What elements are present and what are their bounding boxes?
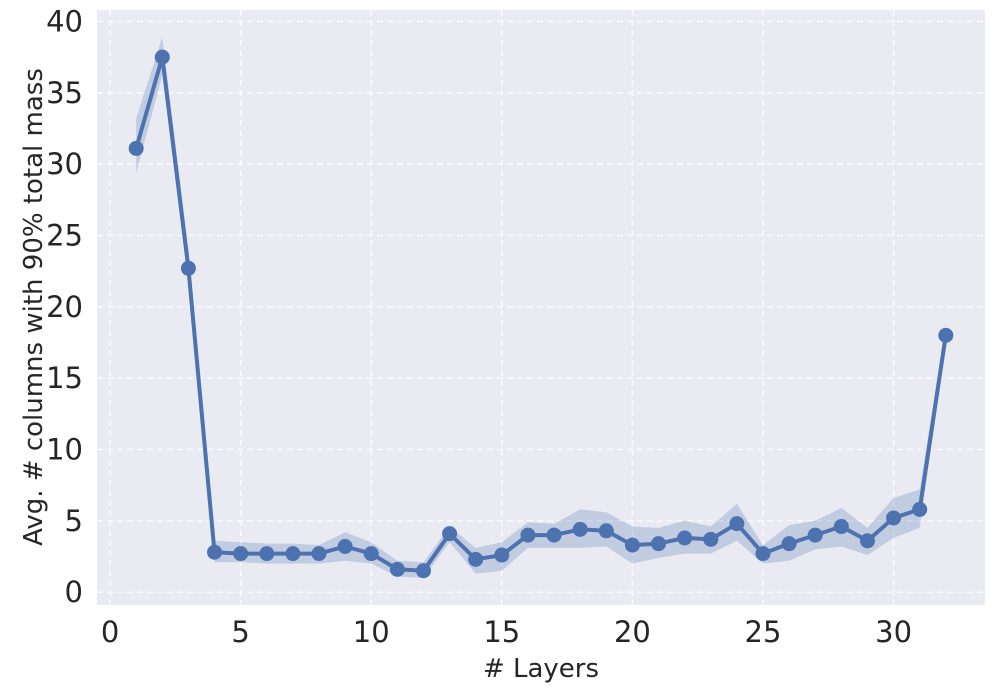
data-point [520, 527, 536, 543]
data-point [468, 551, 484, 567]
data-point [389, 561, 405, 577]
x-tick-label: 10 [353, 615, 390, 649]
data-point [259, 546, 275, 562]
data-point [415, 563, 431, 579]
data-point [233, 546, 249, 562]
data-point [859, 533, 875, 549]
y-tick-label: 25 [46, 218, 83, 252]
x-tick-label: 20 [614, 615, 651, 649]
data-point [677, 530, 693, 546]
data-point [938, 327, 954, 343]
x-tick-labels: 0 5 10 15 20 25 30 [101, 615, 912, 649]
y-tick-label: 40 [46, 4, 83, 38]
y-tick-label: 5 [65, 504, 83, 538]
data-point [912, 501, 928, 517]
data-point [442, 526, 458, 542]
y-tick-label: 30 [46, 147, 83, 181]
y-tick-label: 15 [46, 361, 83, 395]
data-point [363, 546, 379, 562]
data-point [285, 546, 301, 562]
y-tick-label: 10 [46, 432, 83, 466]
data-point [311, 546, 327, 562]
data-point [781, 536, 797, 552]
y-axis-label: Avg. # columns with 90% total mass [19, 68, 49, 546]
grid-lines [97, 10, 985, 605]
x-tick-label: 30 [875, 615, 912, 649]
data-point [546, 527, 562, 543]
data-point [886, 510, 902, 526]
data-point [180, 260, 196, 276]
plot-background [97, 10, 985, 605]
data-point [207, 544, 223, 560]
data-point [624, 537, 640, 553]
y-tick-label: 35 [46, 76, 83, 110]
data-point [154, 49, 170, 65]
data-point [572, 521, 588, 537]
x-axis-label: # Layers [483, 654, 599, 684]
x-tick-label: 15 [483, 615, 520, 649]
data-point [494, 547, 510, 563]
data-point [598, 523, 614, 539]
data-point [128, 140, 144, 156]
data-point [833, 519, 849, 535]
data-point [651, 536, 667, 552]
data-point [755, 546, 771, 562]
data-points [128, 49, 954, 579]
x-tick-label: 5 [231, 615, 249, 649]
x-tick-label: 0 [101, 615, 119, 649]
data-point [703, 531, 719, 547]
data-point [729, 516, 745, 532]
data-point [337, 538, 353, 554]
x-tick-label: 25 [745, 615, 782, 649]
y-tick-labels: 0 5 10 15 20 25 30 35 40 [46, 4, 83, 609]
y-tick-label: 20 [46, 290, 83, 324]
data-point [807, 527, 823, 543]
y-tick-label: 0 [65, 575, 83, 609]
